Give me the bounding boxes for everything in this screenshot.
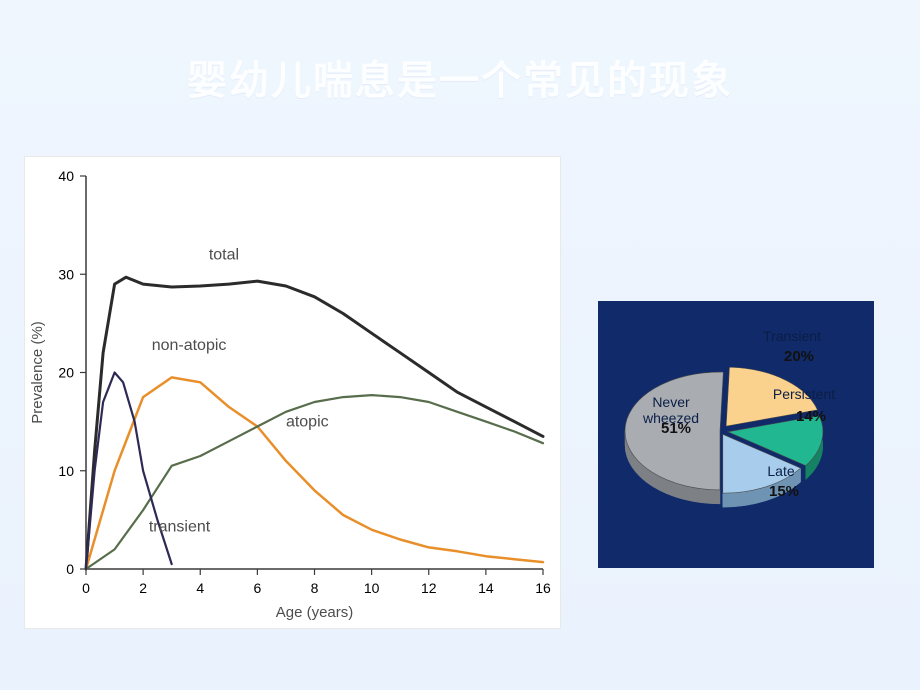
x-tick-label: 16 [535,580,551,596]
pie-percent-Late: 15% [769,483,799,500]
x-tick-label: 2 [139,580,147,596]
y-tick-label: 20 [58,365,74,381]
x-axis-label: Age (years) [276,604,354,621]
x-tick-label: 4 [196,580,204,596]
x-tick-label: 6 [253,580,261,596]
wheeze-pie-chart: Neverwheezed51%Transient20%Persistent14%… [598,301,874,568]
y-tick-label: 0 [66,561,74,577]
series-non-atopic [86,377,543,569]
series-label-total: total [209,247,239,264]
pie-label-Persistent: Persistent [773,386,835,402]
pie-percent-Transient: 20% [784,348,814,365]
series-label-transient: transient [149,519,211,536]
series-label-non-atopic: non-atopic [152,337,227,354]
slide-title: 婴幼儿喘息是一个常见的现象 [0,48,920,106]
prevalence-line-chart: 0 10 20 30 40 0 2 4 6 8 10 12 14 16 Age (years) Prevale… [24,156,561,629]
x-tick-label: 10 [364,580,380,596]
x-tick-label: 0 [82,580,90,596]
y-tick-label: 30 [58,266,74,282]
x-tick-label: 12 [421,580,437,596]
pie-label-Never wheezed: Never [652,394,690,410]
x-tick-label: 14 [478,580,494,596]
pie-label-Transient: Transient [763,328,821,344]
y-tick-label: 10 [58,463,74,479]
pie-label-Late: Late [767,463,794,479]
y-tick-label: 40 [58,168,74,184]
pie-percent-Never wheezed: 51% [661,420,691,437]
pie-percent-Persistent: 14% [796,408,826,425]
x-tick-label: 8 [311,580,319,596]
series-label-atopic: atopic [286,414,329,431]
y-axis-label: Prevalence (%) [29,321,46,424]
